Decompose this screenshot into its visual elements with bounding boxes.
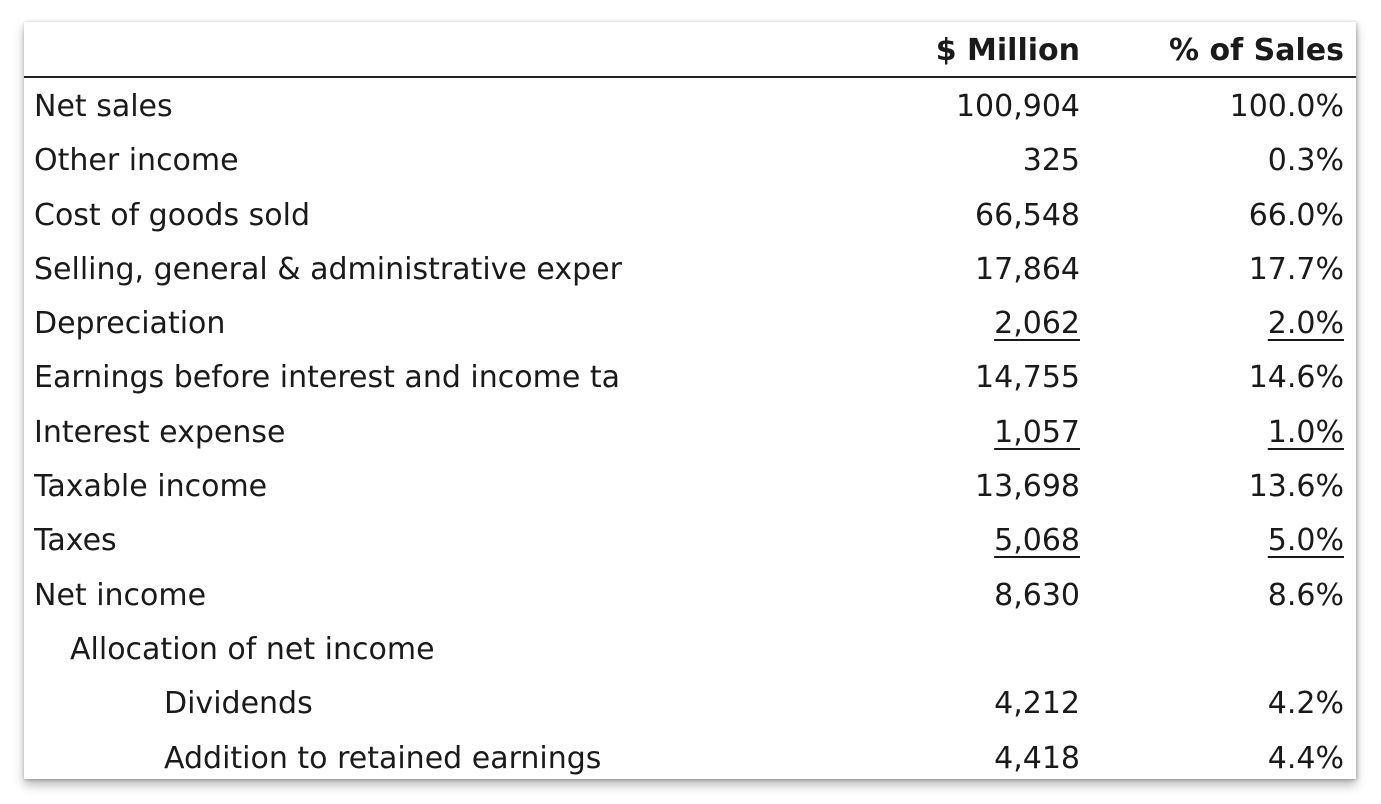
row-label: Net sales: [34, 89, 173, 124]
pct-value: 4.4%: [1267, 740, 1344, 776]
table-row: Depreciation 2,062 2.0%: [24, 297, 1356, 351]
table-row: Selling, general & administrative exper …: [24, 243, 1356, 297]
million-value: 14,755: [975, 360, 1080, 396]
million-value: 17,864: [975, 251, 1080, 287]
income-statement-table: $ Million % of Sales Net sales 100,904 1…: [24, 22, 1356, 779]
million-value: 325: [1022, 143, 1080, 179]
million-value: 2,062: [844, 297, 1080, 351]
pct-value: 17.7%: [1248, 251, 1344, 287]
million-value: 13,698: [975, 469, 1080, 505]
table-row: Allocation of net income: [24, 623, 1356, 677]
million-value: 100,904: [955, 89, 1080, 124]
pct-value-underlined: 5.0%: [1267, 523, 1344, 559]
pct-value: 8.6%: [1267, 577, 1344, 613]
table-row: Taxes 5,068 5.0%: [24, 514, 1356, 568]
row-label: Selling, general & administrative exper: [34, 251, 622, 287]
million-value-underlined: 5,068: [994, 523, 1080, 559]
table-header: $ Million % of Sales: [24, 22, 1356, 78]
row-label: Allocation of net income: [70, 631, 435, 667]
row-label: Other income: [34, 143, 239, 179]
million-value: 1,057: [844, 406, 1080, 460]
row-label: Earnings before interest and income ta: [34, 360, 620, 396]
column-header-million: $ Million: [935, 33, 1080, 68]
pct-value: 100.0%: [1229, 89, 1344, 124]
pct-value: 1.0%: [1114, 406, 1344, 460]
pct-value: 66.0%: [1248, 197, 1344, 233]
pct-value: 5.0%: [1114, 514, 1344, 568]
pct-value: 14.6%: [1248, 360, 1344, 396]
row-label: Depreciation: [34, 306, 226, 342]
table-row: Taxable income 13,698 13.6%: [24, 460, 1356, 514]
pct-value: 2.0%: [1114, 297, 1344, 351]
pct-value-underlined: 1.0%: [1267, 414, 1344, 450]
column-header-pct-of-sales: % of Sales: [1169, 33, 1344, 68]
row-label: Addition to retained earnings: [164, 740, 602, 776]
pct-value: 13.6%: [1248, 469, 1344, 505]
table-row: Net sales 100,904 100.0%: [24, 80, 1356, 134]
table-row: Cost of goods sold 66,548 66.0%: [24, 189, 1356, 243]
million-value-underlined: 2,062: [994, 306, 1080, 342]
table-row: Dividends 4,212 4.2%: [24, 677, 1356, 731]
table-body: Net sales 100,904 100.0% Other income 32…: [24, 80, 1356, 779]
million-value: [844, 623, 1080, 677]
pct-value: [1114, 623, 1344, 677]
million-value: 5,068: [844, 514, 1080, 568]
pct-value: 0.3%: [1267, 143, 1344, 179]
table-row: Net income 8,630 8.6%: [24, 569, 1356, 623]
million-value: 4,212: [994, 686, 1080, 722]
row-label: Taxes: [34, 523, 117, 559]
table-row: Other income 325 0.3%: [24, 134, 1356, 188]
million-value: 8,630: [994, 577, 1080, 613]
pct-value-underlined: 2.0%: [1267, 306, 1344, 342]
row-label: Interest expense: [34, 414, 286, 450]
row-label: Taxable income: [34, 469, 268, 505]
table-row: Interest expense 1,057 1.0%: [24, 406, 1356, 460]
row-label: Cost of goods sold: [34, 197, 311, 233]
row-label: Dividends: [164, 686, 313, 722]
table-row: Addition to retained earnings 4,418 4.4%: [24, 732, 1356, 779]
million-value: 66,548: [975, 197, 1080, 233]
pct-value: 4.2%: [1267, 686, 1344, 722]
row-label: Net income: [34, 577, 207, 613]
million-value-underlined: 1,057: [994, 414, 1080, 450]
table-row: Earnings before interest and income ta 1…: [24, 351, 1356, 405]
million-value: 4,418: [994, 740, 1080, 776]
